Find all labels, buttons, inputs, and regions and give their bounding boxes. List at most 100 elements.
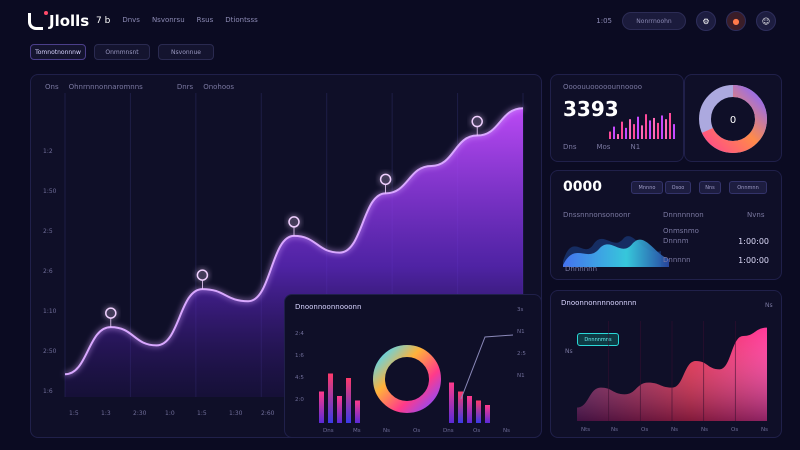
y-tick-label: 1:2	[43, 148, 53, 155]
x-tick-label: Ns	[611, 427, 618, 433]
spark-bar	[617, 134, 619, 139]
tab-overview[interactable]: Tomnotnonnnw	[30, 44, 86, 60]
x-tick-label: Ns	[503, 428, 510, 434]
revenue-chart-title: Dnoonnonnnnoonnnn	[561, 299, 637, 307]
right-tick-label: 2:5	[517, 351, 526, 357]
x-tick-label: Ns	[701, 427, 708, 433]
right-tick-label: N1	[517, 373, 525, 379]
spark-bar	[669, 113, 671, 139]
stats-card-label: Oooouuooooounnoooo	[563, 83, 643, 91]
right-tick-label: 3s	[517, 307, 523, 313]
spark-bar	[649, 120, 651, 139]
main-area-line	[64, 107, 524, 376]
spark-bar	[633, 124, 635, 139]
stats-sublabel: Mos	[596, 143, 611, 151]
bar	[458, 391, 463, 423]
stats-sublabel: N1	[630, 143, 641, 151]
nav-item[interactable]: Rsus	[196, 16, 214, 24]
spark-bar	[625, 127, 627, 139]
app-header: Jlolls 7 b Dnvs Nsvonrsu Rsus Dtiontsss …	[0, 0, 800, 40]
settings-icon[interactable]: ⚙	[696, 11, 716, 31]
spark-bar	[673, 124, 675, 139]
nav-item[interactable]: Dtiontsss	[225, 16, 258, 24]
bar	[355, 400, 360, 423]
spark-bar	[657, 122, 659, 139]
app-logo[interactable]: Jlolls	[28, 10, 90, 30]
stats-bar-sparkline	[609, 113, 675, 139]
mixed-chart-card: Dnoonnoonnooonn 2:4 1:6 4:5 2:0 3s N1 2:5 N1 D…	[284, 294, 542, 438]
main-chart-filter-b[interactable]: Onohoos	[203, 83, 235, 91]
nav-item[interactable]: 7 b	[96, 16, 111, 26]
bar	[485, 405, 490, 423]
activity-card: 0000 Mnnno Osoo Nns Onnmnn Dnssnnnonsono…	[550, 170, 782, 280]
activity-list: Dnnnm 1:00:00 Dnnnnn 1:00:00	[663, 237, 769, 265]
activity-pill-c[interactable]: Nns	[699, 181, 721, 194]
x-tick-label: Ns	[761, 427, 768, 433]
bar	[467, 396, 472, 423]
tab-analysis[interactable]: Nsvonnue	[158, 44, 214, 60]
top-nav: 7 b Dnvs Nsvonrsu Rsus Dtiontsss	[96, 16, 258, 26]
x-tick-label: 2:60	[261, 410, 275, 417]
donut-card: 0	[684, 74, 782, 162]
activity-big-number: 0000	[563, 179, 602, 195]
view-tabs: Tomnotnonnnw Onmmnsnt Nsvonnue	[30, 44, 214, 60]
activity-wave-front	[563, 239, 669, 267]
bar	[328, 373, 333, 423]
activity-label-right: Nvns	[747, 211, 765, 219]
list-item-value: 1:00:00	[738, 256, 769, 265]
activity-pill-b[interactable]: Osoo	[665, 181, 691, 194]
left-tick-label: 4:5	[295, 375, 304, 381]
user-icon[interactable]: ☺	[756, 11, 776, 31]
y-tick-label: 1:50	[43, 188, 57, 195]
revenue-right-label: Ns	[765, 302, 773, 309]
mixed-donut-ring	[373, 345, 441, 413]
left-tick-label: 2:0	[295, 397, 304, 403]
bar	[346, 378, 351, 423]
data-point-marker	[471, 115, 483, 128]
activity-label-left: Dnssnnnonsonoonr	[563, 211, 631, 219]
spark-bar	[645, 114, 647, 139]
stats-sublabels: Dns Mos N1	[563, 143, 640, 151]
donut-center-label: 0	[730, 115, 736, 126]
right-tick-label: N1	[517, 329, 525, 335]
main-chart-label: Ons	[45, 83, 59, 91]
x-tick-label: Os	[473, 428, 480, 434]
list-item-name: Dnnnnn	[663, 256, 691, 264]
header-actions: 1:05 Nonrrnoohn ⚙ ● ☺	[596, 11, 776, 31]
data-point-marker	[288, 216, 300, 228]
list-item[interactable]: Dnnnnn 1:00:00	[663, 256, 769, 265]
nav-item[interactable]: Nsvonrsu	[151, 16, 185, 24]
x-tick-label: Dns	[323, 428, 334, 434]
spark-bar	[609, 131, 611, 139]
stats-card: Oooouuooooounnoooo 3393 Dns Mos N1	[550, 74, 684, 162]
x-tick-label: 1:5	[197, 410, 207, 417]
revenue-y-label: Ns	[565, 348, 573, 355]
logo-text: Jlolls	[49, 12, 90, 30]
list-item[interactable]: Dnnnm 1:00:00	[663, 237, 769, 246]
main-chart-filter-a[interactable]: Dnrs	[176, 83, 194, 91]
activity-pill-d[interactable]: Onnmnn	[729, 181, 767, 194]
stats-big-number: 3393	[563, 97, 619, 121]
nav-item[interactable]: Dnvs	[122, 16, 140, 24]
tab-comments[interactable]: Onmmnsnt	[94, 44, 150, 60]
header-pill-button[interactable]: Nonrrnoohn	[622, 12, 686, 30]
x-tick-label: Nts	[581, 427, 590, 433]
revenue-area-card: Dnoonnonnnnoonnnn Dnnnnmns Nts Ns Os Ns Ns Os…	[550, 290, 782, 438]
spark-bar	[637, 116, 639, 139]
y-tick-label: 2:5	[43, 228, 53, 235]
revenue-area-chart: Nts Ns Os Ns Ns Os Ns Ns Ns	[565, 302, 773, 433]
activity-chart-label: Onmsnmo	[663, 227, 699, 235]
x-tick-label: Ns	[383, 428, 390, 434]
x-tick-label: 1:0	[165, 410, 175, 417]
notification-icon[interactable]: ●	[726, 11, 746, 31]
logo-icon	[28, 10, 48, 30]
x-tick-label: Os	[641, 427, 648, 433]
x-tick-label: Ns	[671, 427, 678, 433]
spark-bar	[629, 119, 631, 139]
data-point-marker	[196, 269, 209, 281]
activity-footer: Dnnnnnn	[565, 265, 598, 273]
revenue-area-shade	[577, 327, 767, 421]
data-point-marker	[379, 173, 392, 186]
spark-bar	[665, 119, 667, 139]
activity-pill-a[interactable]: Mnnno	[631, 181, 663, 194]
